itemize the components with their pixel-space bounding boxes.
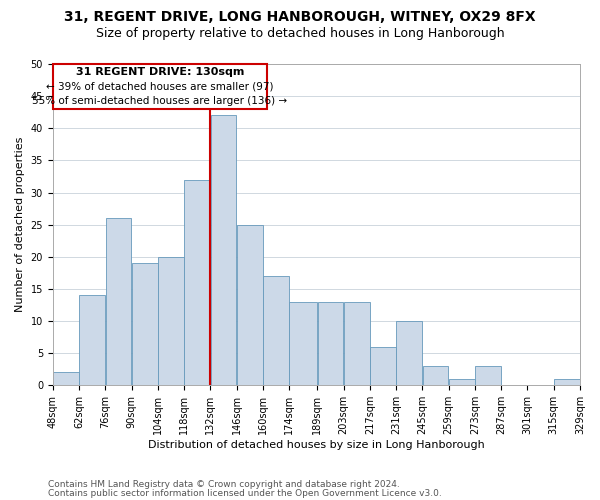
Bar: [449, 379, 475, 386]
Bar: [132, 263, 158, 386]
Bar: [211, 116, 236, 386]
Text: 31, REGENT DRIVE, LONG HANBOROUGH, WITNEY, OX29 8FX: 31, REGENT DRIVE, LONG HANBOROUGH, WITNE…: [64, 10, 536, 24]
Bar: [79, 296, 105, 386]
Y-axis label: Number of detached properties: Number of detached properties: [15, 137, 25, 312]
Bar: [53, 372, 79, 386]
Bar: [317, 302, 343, 386]
Text: Contains public sector information licensed under the Open Government Licence v3: Contains public sector information licen…: [48, 488, 442, 498]
Bar: [263, 276, 289, 386]
Bar: [158, 257, 184, 386]
Bar: [422, 366, 448, 386]
X-axis label: Distribution of detached houses by size in Long Hanborough: Distribution of detached houses by size …: [148, 440, 485, 450]
Bar: [397, 321, 422, 386]
Bar: [184, 180, 210, 386]
Text: 55% of semi-detached houses are larger (136) →: 55% of semi-detached houses are larger (…: [32, 96, 287, 106]
Bar: [370, 347, 396, 386]
Bar: [554, 379, 580, 386]
Bar: [344, 302, 370, 386]
Bar: [475, 366, 501, 386]
Bar: [289, 302, 317, 386]
Text: Size of property relative to detached houses in Long Hanborough: Size of property relative to detached ho…: [95, 28, 505, 40]
Bar: [106, 218, 131, 386]
Text: Contains HM Land Registry data © Crown copyright and database right 2024.: Contains HM Land Registry data © Crown c…: [48, 480, 400, 489]
Bar: [237, 224, 263, 386]
Text: ← 39% of detached houses are smaller (97): ← 39% of detached houses are smaller (97…: [46, 82, 274, 92]
Bar: [53, 64, 266, 109]
Text: 31 REGENT DRIVE: 130sqm: 31 REGENT DRIVE: 130sqm: [76, 67, 244, 77]
